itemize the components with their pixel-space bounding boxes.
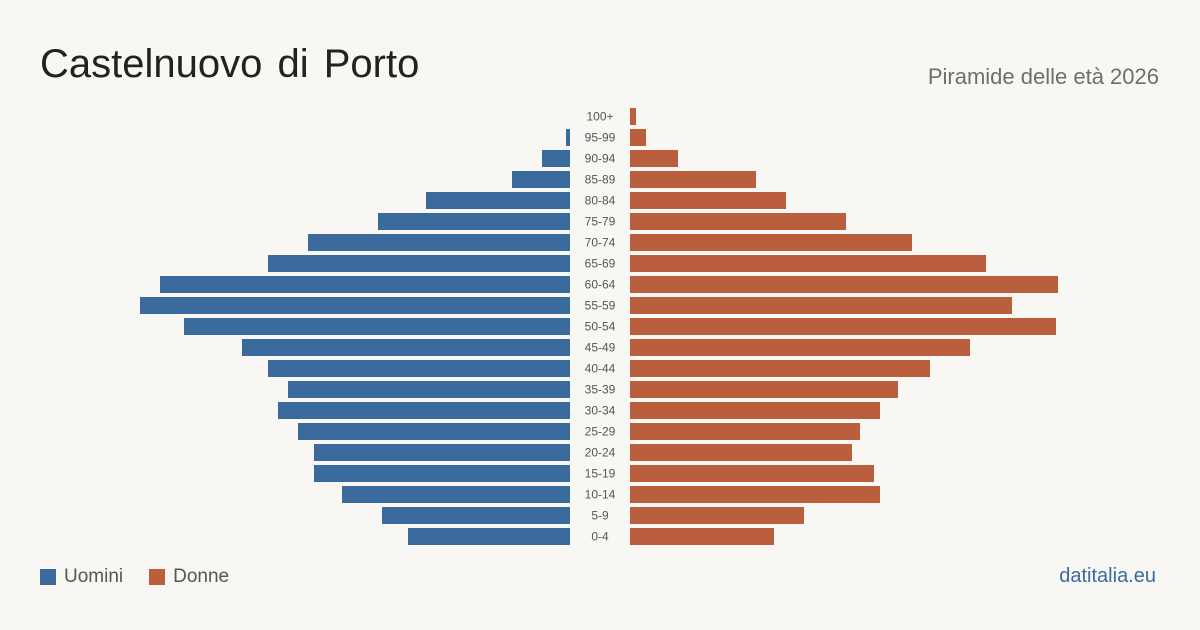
page-title: Castelnuovo di Porto (40, 42, 420, 86)
age-group-label: 0-4 (591, 530, 609, 544)
bar-men-40-44 (268, 360, 570, 377)
bar-men-45-49 (242, 339, 570, 356)
legend-label-women: Donne (173, 566, 230, 587)
brand-link[interactable]: datitalia.eu (1059, 565, 1156, 587)
bar-women-20-24 (630, 444, 852, 461)
bar-men-95-99 (566, 129, 570, 146)
age-group-label: 70-74 (585, 236, 616, 250)
bar-women-50-54 (630, 318, 1056, 335)
legend-swatch-women (149, 569, 166, 585)
bar-men-25-29 (298, 423, 570, 440)
bar-men-50-54 (184, 318, 570, 335)
bar-men-15-19 (314, 465, 570, 482)
bar-men-85-89 (512, 171, 570, 188)
bar-women-65-69 (630, 255, 986, 272)
bar-women-15-19 (630, 465, 874, 482)
age-group-label: 30-34 (585, 404, 616, 418)
bar-women-0-4 (630, 528, 774, 545)
age-group-label: 80-84 (585, 194, 616, 208)
bar-men-80-84 (426, 192, 570, 209)
bar-women-5-9 (630, 507, 804, 524)
age-group-label: 100+ (586, 110, 613, 124)
legend: Uomini Donne (40, 566, 255, 588)
bar-women-80-84 (630, 192, 786, 209)
legend-label-men: Uomini (64, 566, 124, 587)
bar-women-75-79 (630, 213, 846, 230)
legend-item-men: Uomini (40, 566, 123, 588)
bar-men-30-34 (278, 402, 570, 419)
bar-women-40-44 (630, 360, 930, 377)
bar-women-55-59 (630, 297, 1012, 314)
bar-women-25-29 (630, 423, 860, 440)
bar-men-20-24 (314, 444, 570, 461)
bar-women-95-99 (630, 129, 646, 146)
bar-women-30-34 (630, 402, 880, 419)
bar-men-0-4 (408, 528, 570, 545)
bar-men-65-69 (268, 255, 570, 272)
age-group-label: 35-39 (585, 383, 616, 397)
age-group-label: 40-44 (585, 362, 616, 376)
bar-men-35-39 (288, 381, 570, 398)
bar-men-70-74 (308, 234, 570, 251)
bar-men-55-59 (140, 297, 570, 314)
age-group-label: 85-89 (585, 173, 616, 187)
age-group-label: 95-99 (585, 131, 616, 145)
age-group-label: 5-9 (591, 509, 609, 523)
age-group-label: 90-94 (585, 152, 616, 166)
bar-men-10-14 (342, 486, 570, 503)
age-group-label: 65-69 (585, 257, 616, 271)
bar-women-60-64 (630, 276, 1058, 293)
age-group-label: 20-24 (585, 446, 616, 460)
age-group-label: 55-59 (585, 299, 616, 313)
age-group-label: 25-29 (585, 425, 616, 439)
bar-women-90-94 (630, 150, 678, 167)
legend-swatch-men (40, 569, 56, 585)
age-group-label: 15-19 (585, 467, 616, 481)
bar-women-100+ (630, 108, 636, 125)
bar-men-5-9 (382, 507, 570, 524)
legend-item-women: Donne (149, 566, 229, 588)
age-group-label: 10-14 (585, 488, 616, 502)
bar-women-70-74 (630, 234, 912, 251)
age-group-label: 60-64 (585, 278, 616, 292)
bar-men-60-64 (160, 276, 570, 293)
page-subtitle: Piramide delle età 2026 (927, 64, 1159, 89)
age-group-label: 50-54 (585, 320, 616, 334)
bar-women-45-49 (630, 339, 970, 356)
bar-women-10-14 (630, 486, 880, 503)
bar-men-90-94 (542, 150, 570, 167)
age-group-label: 75-79 (585, 215, 616, 229)
bar-women-85-89 (630, 171, 756, 188)
bar-women-35-39 (630, 381, 898, 398)
age-group-label: 45-49 (585, 341, 616, 355)
bar-men-75-79 (378, 213, 570, 230)
